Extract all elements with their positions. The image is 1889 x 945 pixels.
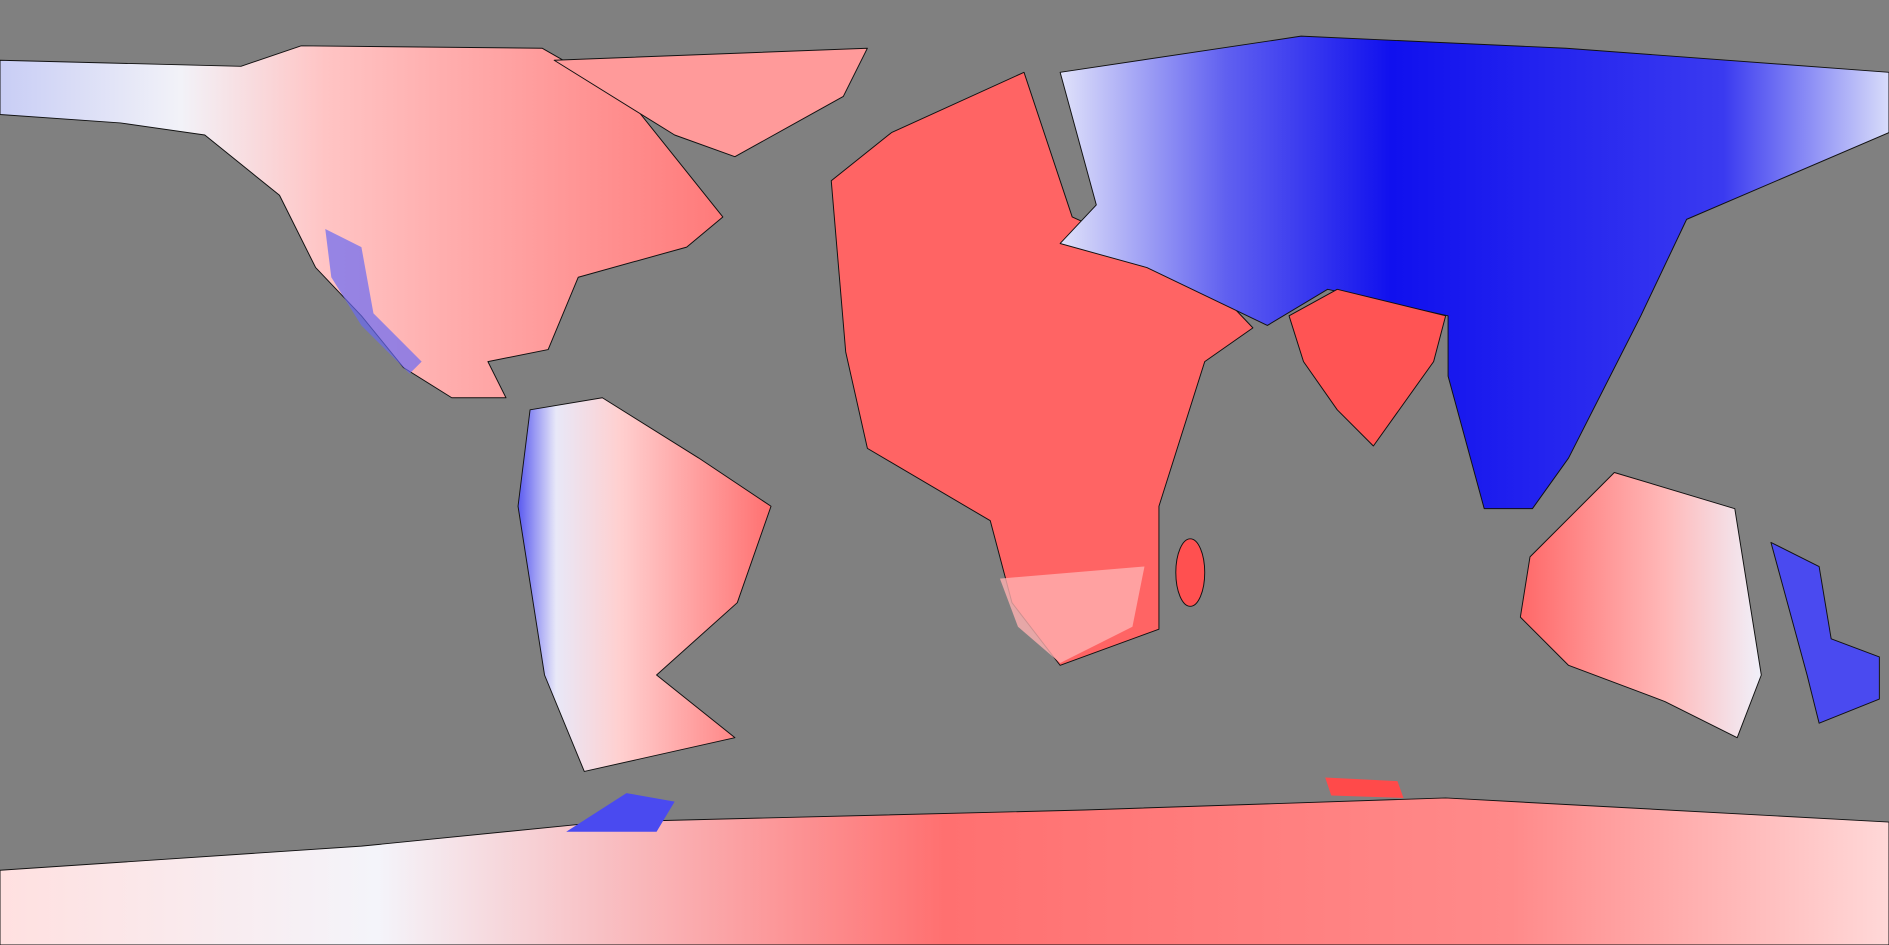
asia [1059,35,1889,510]
greenland [553,47,868,158]
south-america [517,397,772,772]
india [1288,288,1447,447]
antarctic-peninsula [566,793,675,832]
west-coast-blue [325,229,422,374]
ross-red [1325,777,1404,798]
europe-africa [830,71,1254,666]
south-africa-light [999,566,1145,663]
madagascar [1175,538,1206,607]
new-zealand [1770,541,1880,724]
australia [1519,472,1762,739]
antarctica [0,797,1889,945]
